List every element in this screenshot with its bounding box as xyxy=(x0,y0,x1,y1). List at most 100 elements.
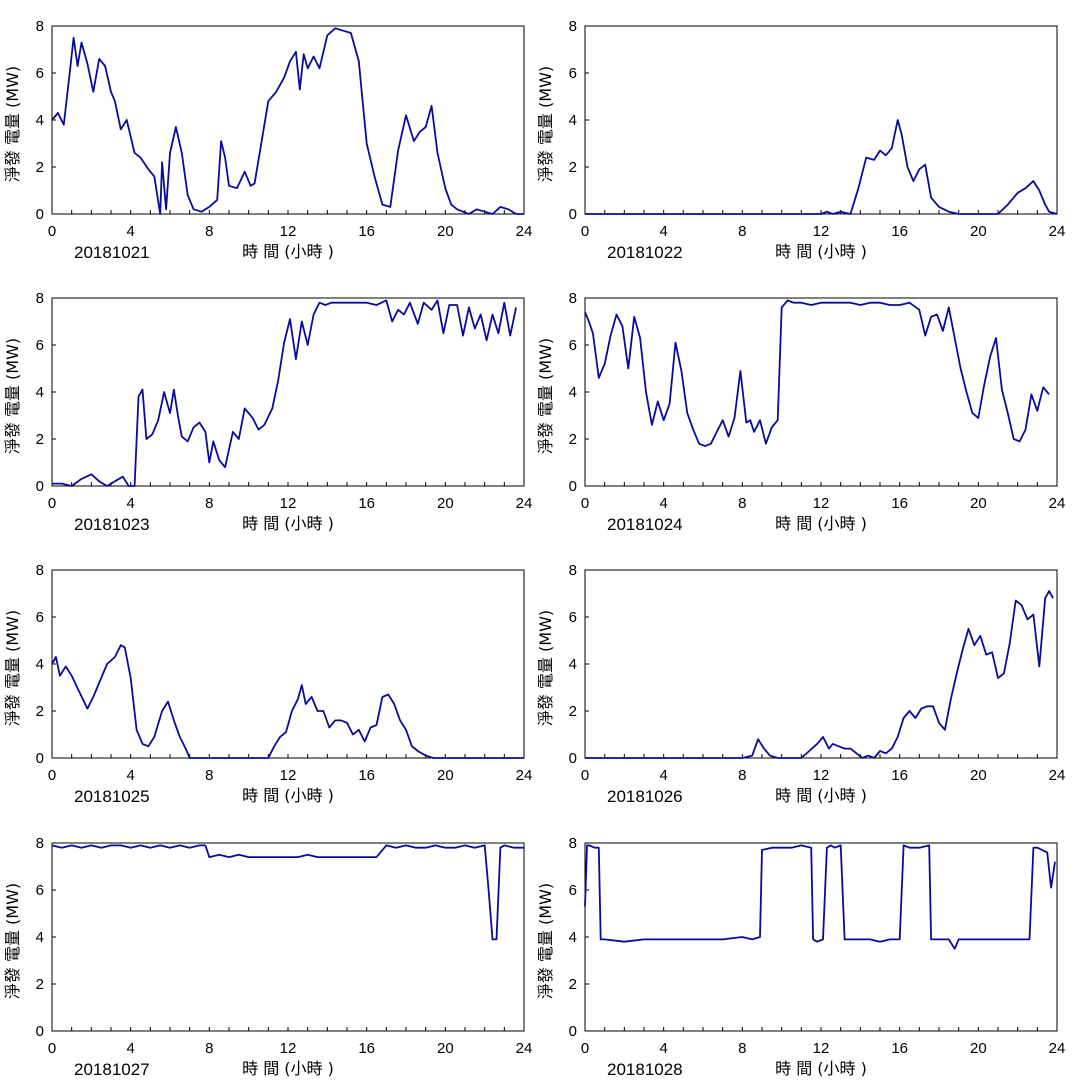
x-axis-label: 時 間 (小時 ) xyxy=(775,1059,867,1078)
y-tick-label: 0 xyxy=(569,478,577,495)
x-tick-label: 20 xyxy=(970,1040,987,1057)
x-tick-label: 0 xyxy=(48,767,56,784)
x-tick-label: 4 xyxy=(126,767,134,784)
x-axis-label: 時 間 (小時 ) xyxy=(242,242,334,261)
x-tick-label: 8 xyxy=(205,495,213,512)
plot-frame xyxy=(51,25,525,215)
y-tick-label: 4 xyxy=(36,656,44,673)
y-tick-label: 0 xyxy=(569,206,577,223)
plot-frame xyxy=(584,842,1058,1032)
x-tick-label: 4 xyxy=(126,223,134,240)
x-tick-label: 12 xyxy=(280,767,297,784)
x-tick-label: 20 xyxy=(970,495,987,512)
x-tick-label: 4 xyxy=(126,495,134,512)
plot-frame xyxy=(584,25,1058,215)
x-tick-label: 12 xyxy=(280,223,297,240)
date-label: 20181023 xyxy=(74,515,150,534)
date-label: 20181021 xyxy=(74,243,150,262)
y-tick-label: 0 xyxy=(36,206,44,223)
y-tick-label: 6 xyxy=(36,882,44,899)
x-tick-label: 4 xyxy=(126,1040,134,1057)
x-tick-label: 12 xyxy=(280,495,297,512)
x-tick-label: 8 xyxy=(205,1040,213,1057)
y-tick-label: 8 xyxy=(36,290,44,307)
x-tick-label: 20 xyxy=(437,223,454,240)
x-tick-label: 16 xyxy=(358,223,375,240)
x-axis-label: 時 間 (小時 ) xyxy=(775,242,867,261)
x-axis-label: 時 間 (小時 ) xyxy=(775,514,867,533)
x-tick-label: 12 xyxy=(813,767,830,784)
x-tick-label: 24 xyxy=(516,223,533,240)
x-tick-label: 12 xyxy=(813,495,830,512)
x-tick-label: 24 xyxy=(516,495,533,512)
x-tick-label: 0 xyxy=(581,767,589,784)
x-tick-label: 8 xyxy=(205,223,213,240)
y-axis-label: 淨發 電量 (MW) xyxy=(536,610,555,726)
series-line xyxy=(52,299,517,487)
x-tick-label: 24 xyxy=(1049,223,1066,240)
x-tick-label: 0 xyxy=(48,495,56,512)
y-tick-label: 6 xyxy=(569,609,577,626)
x-tick-label: 16 xyxy=(358,495,375,512)
x-tick-label: 12 xyxy=(813,1040,830,1057)
series-line xyxy=(51,844,524,941)
y-tick-label: 2 xyxy=(36,976,44,993)
date-label: 20181024 xyxy=(607,515,683,534)
y-tick-label: 0 xyxy=(36,1023,44,1040)
x-axis-label: 時 間 (小時 ) xyxy=(242,786,334,805)
y-tick-label: 4 xyxy=(36,929,44,946)
x-tick-label: 24 xyxy=(516,1040,533,1057)
y-tick-label: 8 xyxy=(36,562,44,579)
x-tick-label: 0 xyxy=(48,223,56,240)
plot-frame xyxy=(51,569,525,759)
x-tick-label: 8 xyxy=(738,767,746,784)
x-tick-label: 12 xyxy=(280,1040,297,1057)
y-tick-label: 4 xyxy=(36,112,44,129)
y-axis-label: 淨發 電量 (MW) xyxy=(3,610,22,726)
series-line xyxy=(584,299,1050,447)
y-tick-label: 8 xyxy=(569,562,577,579)
date-label: 20181026 xyxy=(607,787,683,806)
x-tick-label: 16 xyxy=(358,1040,375,1057)
y-tick-label: 4 xyxy=(569,929,577,946)
x-tick-label: 24 xyxy=(1049,767,1066,784)
x-tick-label: 20 xyxy=(437,1040,454,1057)
x-tick-label: 20 xyxy=(970,223,987,240)
plot-frame xyxy=(584,297,1058,487)
y-tick-label: 6 xyxy=(569,65,577,82)
date-label: 20181028 xyxy=(607,1060,683,1079)
y-tick-label: 2 xyxy=(36,431,44,448)
x-tick-label: 8 xyxy=(738,1040,746,1057)
series-line xyxy=(585,119,1058,215)
x-tick-label: 16 xyxy=(891,223,908,240)
y-tick-label: 4 xyxy=(569,656,577,673)
date-label: 20181022 xyxy=(607,243,683,262)
y-tick-label: 8 xyxy=(569,835,577,852)
x-tick-label: 8 xyxy=(205,767,213,784)
x-tick-label: 4 xyxy=(659,223,667,240)
plot-frame xyxy=(51,842,525,1032)
x-tick-label: 12 xyxy=(813,223,830,240)
x-tick-label: 8 xyxy=(738,223,746,240)
y-tick-label: 6 xyxy=(569,337,577,354)
x-tick-label: 4 xyxy=(659,1040,667,1057)
y-axis-label: 淨發 電量 (MW) xyxy=(536,338,555,454)
x-axis-label: 時 間 (小時 ) xyxy=(242,1059,334,1078)
y-axis-label: 淨發 電量 (MW) xyxy=(536,883,555,999)
date-label: 20181025 xyxy=(74,787,150,806)
x-tick-label: 20 xyxy=(437,495,454,512)
x-tick-label: 4 xyxy=(659,767,667,784)
y-tick-label: 0 xyxy=(569,1023,577,1040)
date-label: 20181027 xyxy=(74,1060,150,1079)
x-tick-label: 16 xyxy=(891,1040,908,1057)
y-tick-label: 2 xyxy=(36,703,44,720)
x-tick-label: 24 xyxy=(516,767,533,784)
x-axis-label: 時 間 (小時 ) xyxy=(242,514,334,533)
x-tick-label: 20 xyxy=(970,767,987,784)
y-tick-label: 2 xyxy=(36,159,44,176)
